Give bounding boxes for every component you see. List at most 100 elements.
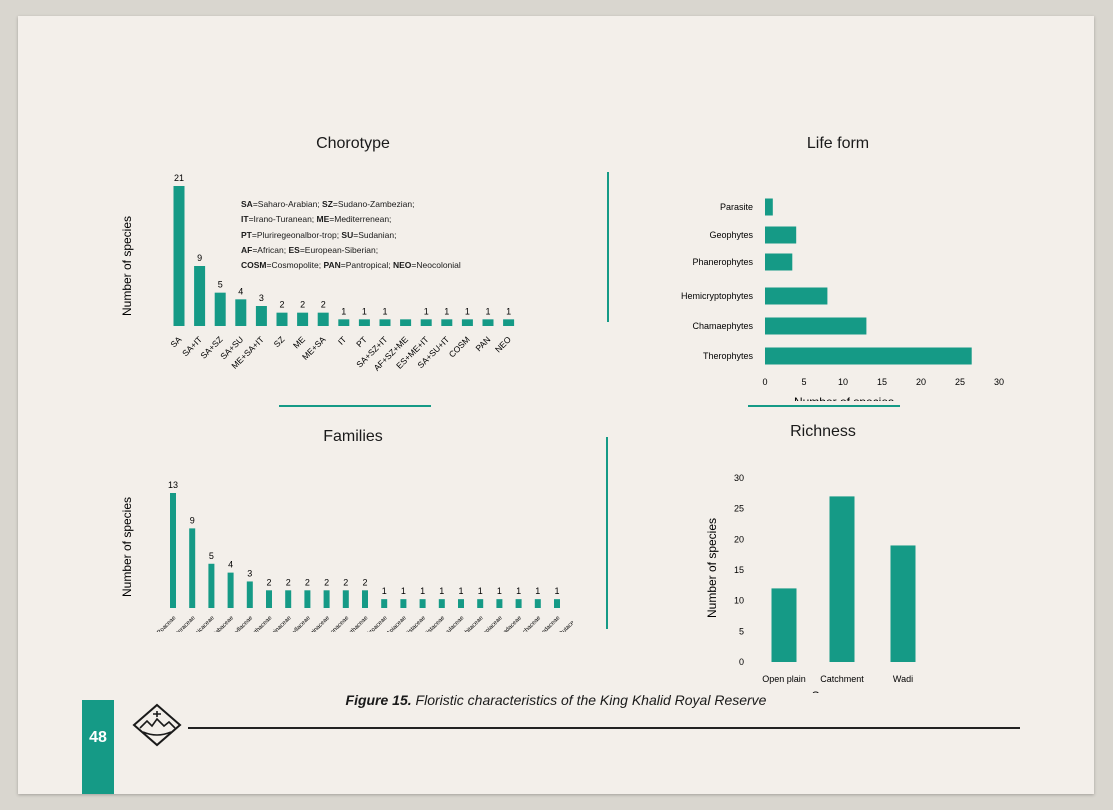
- chart-title-lifeform: Life form: [806, 135, 870, 152]
- data-label: 1: [506, 306, 511, 316]
- tick-label: SA: [168, 334, 183, 349]
- legend-abbreviation: SA: [241, 199, 253, 209]
- tick-label: PT: [354, 334, 369, 349]
- data-label: 4: [228, 560, 233, 570]
- data-label: 9: [197, 253, 202, 263]
- data-label: 21: [174, 173, 184, 183]
- data-label: 1: [535, 586, 540, 596]
- tick-label: Wadi: [893, 674, 913, 684]
- bar: [477, 599, 484, 608]
- bar: [255, 306, 267, 326]
- legend-definition: =European-Siberian;: [299, 244, 379, 255]
- horizontal-divider-left: [279, 405, 431, 407]
- bar: [189, 528, 196, 608]
- data-label: 1: [485, 306, 490, 316]
- data-label: 2: [300, 300, 305, 310]
- legend-definition: =Sudano-Zambezian;: [332, 199, 415, 209]
- bar: [503, 319, 515, 326]
- bar: [381, 599, 388, 608]
- tick-label: Aizoaceae: [365, 615, 390, 632]
- bar: [342, 590, 349, 608]
- bar: [765, 317, 867, 335]
- data-label: 1: [516, 586, 521, 596]
- vertical-divider-top: [607, 172, 609, 322]
- legend-definition: =Cosmopolite;: [266, 260, 324, 271]
- data-label: 2: [286, 577, 291, 587]
- legend-abbreviation: SZ: [322, 199, 333, 209]
- data-label: 1: [424, 306, 429, 316]
- tick-label: Poaceae: [156, 615, 177, 632]
- legend-abbreviation: NEO: [392, 260, 412, 271]
- report-page: Chorotype 21 SA 9 SA+IT 5 SA+SZ 4 SA+SU 3 ME+SA+I…: [18, 16, 1094, 794]
- page-number: 48: [89, 729, 107, 746]
- data-label: 1: [465, 306, 470, 316]
- bar: [458, 599, 464, 608]
- y-tick-label: 5: [739, 626, 744, 636]
- y-axis-label: Number of species: [705, 518, 719, 618]
- data-label: 1: [478, 586, 483, 596]
- legend-definition: =Pluriregeonalbor-trop;: [251, 229, 342, 240]
- legend-line: COSM=Cosmopolite; PAN=Pantropical; NEO=N…: [241, 258, 461, 273]
- tick-label: NEO: [493, 334, 513, 354]
- legend-abbreviation: PAN: [323, 260, 341, 271]
- bar: [194, 266, 206, 326]
- data-label: 2: [343, 577, 348, 587]
- legend-line: AF=African; ES=European-Siberian;: [241, 243, 461, 258]
- families-chart: 13Poaceae9Asteraceae5Brassicaceae4Fabace…: [120, 480, 573, 632]
- data-label: 1: [497, 586, 502, 596]
- chart-title-chorotype: Chorotype: [316, 135, 390, 152]
- tick-label: Cistaceae: [423, 615, 447, 632]
- legend-definition: =Saharo-Arabian;: [252, 199, 323, 209]
- reserve-emblem-icon: [132, 703, 182, 747]
- bar: [379, 319, 391, 326]
- page-number-tab: 48: [82, 700, 114, 794]
- bar: [496, 599, 503, 608]
- bar: [297, 312, 309, 326]
- x-tick-label: 0: [762, 377, 767, 387]
- horizontal-divider-right: [748, 405, 900, 407]
- tick-label: Rutaceae: [558, 615, 573, 632]
- legend-definition: =Sudanian;: [353, 229, 397, 240]
- legend-definition: =African;: [252, 244, 289, 255]
- bar: [266, 590, 272, 608]
- bar: [285, 590, 292, 608]
- legend-abbreviation: SU: [341, 229, 354, 240]
- chart-title-richness: Richness: [790, 423, 856, 440]
- bar: [534, 599, 541, 608]
- tick-label: Therophytes: [703, 351, 754, 361]
- bar: [246, 581, 253, 608]
- y-tick-label: 30: [734, 473, 744, 483]
- legend-abbreviation: ME: [316, 214, 330, 225]
- data-label: 1: [458, 586, 463, 596]
- x-axis-label: Survey area: [812, 689, 877, 693]
- bar: [400, 599, 407, 608]
- richness-chart: Open plain Catchment Wadi 0 5 10 15 20 25 30 Numbe…: [705, 473, 916, 693]
- data-label: 1: [341, 306, 346, 316]
- y-tick-label: 20: [734, 534, 744, 544]
- tick-label: Catchment: [820, 674, 864, 684]
- bar: [829, 496, 855, 662]
- tick-label: PAN: [473, 334, 492, 353]
- data-label: 1: [439, 586, 444, 596]
- data-label: 9: [190, 515, 195, 525]
- bar: [208, 563, 215, 608]
- legend-abbreviation: IT: [241, 214, 249, 225]
- bar: [765, 287, 828, 305]
- footer-rule: [188, 727, 1020, 729]
- bar: [173, 186, 185, 326]
- data-label: 4: [238, 286, 243, 296]
- y-tick-label: 0: [739, 657, 744, 667]
- legend-abbreviation: COSM: [241, 260, 267, 271]
- legend-line: IT=Irano-Turanean; ME=Mediterrenean;: [241, 212, 461, 227]
- bar: [482, 319, 494, 326]
- bar: [317, 312, 329, 326]
- legend-abbreviation: ES: [288, 244, 300, 255]
- data-label: 1: [382, 586, 387, 596]
- bar: [420, 319, 432, 326]
- bar: [554, 599, 560, 608]
- tick-label: Chamaephytes: [692, 321, 753, 331]
- data-label: 2: [321, 300, 326, 310]
- bar: [419, 599, 426, 608]
- x-tick-label: 10: [838, 377, 848, 387]
- legend-definition: =Neocolonial: [411, 260, 461, 271]
